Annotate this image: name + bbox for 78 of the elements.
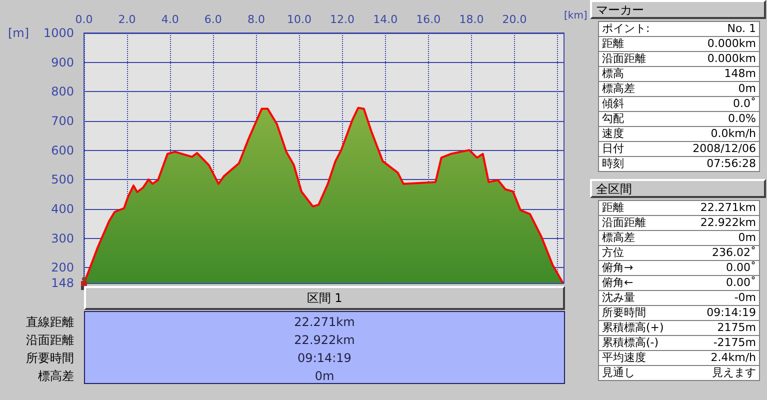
y-tick-label: 800 xyxy=(51,84,74,99)
text: 0.00˚ xyxy=(726,276,756,290)
text: 直線距離 xyxy=(26,314,74,330)
text: 速度 xyxy=(602,127,624,141)
text: 標高差 xyxy=(38,368,74,384)
x-tick-label: 6.0 xyxy=(204,13,222,26)
text: 2175m xyxy=(717,321,756,335)
text: 0m xyxy=(738,231,756,245)
text: 全区間 xyxy=(590,179,766,198)
text: 0m xyxy=(314,368,336,384)
x-tick-label: 8.0 xyxy=(247,13,265,26)
text: 見通し xyxy=(602,366,635,380)
y-tick-label: 200 xyxy=(51,260,74,275)
x-tick-label: 18.0 xyxy=(459,13,484,26)
y-tick-label: 900 xyxy=(51,55,74,70)
text: 2008/12/06 xyxy=(692,142,756,156)
x-tick-label: 0.0 xyxy=(75,13,93,26)
text: 所要時間 xyxy=(602,306,646,320)
x-tick-label: 2.0 xyxy=(118,13,136,26)
x-tick-label: 12.0 xyxy=(330,13,355,26)
text: 2.4km/h xyxy=(710,351,756,365)
text: 時刻 xyxy=(602,157,624,171)
text: 累積標高(-) xyxy=(602,336,659,350)
text: 沿面距離 xyxy=(26,332,74,348)
text: 09:14:19 xyxy=(296,350,352,366)
text: 0.000km xyxy=(707,52,756,66)
x-tick-label: 20.0 xyxy=(502,13,527,26)
text: 236.02˚ xyxy=(712,246,756,260)
y-tick-label: 600 xyxy=(51,143,74,158)
text: -0m xyxy=(734,291,756,305)
text: 0.0km/h xyxy=(710,127,756,141)
text: 累積標高(+) xyxy=(602,321,664,335)
text: 見えます xyxy=(712,366,756,380)
text: 22.922km xyxy=(293,332,356,348)
text: -2175m xyxy=(713,336,756,350)
text: 平均速度 xyxy=(602,351,646,365)
text: 沿面距離 xyxy=(602,52,646,66)
text: 標高 xyxy=(602,67,624,81)
text: 148m xyxy=(724,67,756,81)
text: 22.271km xyxy=(293,314,356,330)
text: 方位 xyxy=(602,246,624,260)
text: 標高差 xyxy=(602,231,635,245)
text: 距離 xyxy=(602,37,624,51)
text: 勾配 xyxy=(602,112,624,126)
text: 0m xyxy=(738,82,756,96)
text: 俯角← xyxy=(602,276,634,290)
y-tick-label: 500 xyxy=(51,172,74,187)
text: 沿面距離 xyxy=(602,216,646,230)
x-tick-label: 4.0 xyxy=(161,13,179,26)
x-tick-label: 10.0 xyxy=(286,13,312,26)
text: 07:56:28 xyxy=(706,157,756,171)
text: 22.922km xyxy=(700,216,756,230)
text: 沈み量 xyxy=(602,291,635,305)
y-tick-label: 700 xyxy=(51,114,74,128)
text: 0.0˚ xyxy=(733,97,756,111)
text: 俯角→ xyxy=(602,261,634,275)
x-tick-label: 16.0 xyxy=(416,13,441,26)
text: 標高差 xyxy=(602,82,635,96)
y-tick-label: 148 xyxy=(51,276,74,290)
x-axis-title: [km] xyxy=(564,10,588,22)
y-tick-label: 1000 xyxy=(43,26,74,40)
x-tick-label: 14.0 xyxy=(373,13,398,26)
text: 距離 xyxy=(602,201,624,215)
text: 所要時間 xyxy=(26,350,74,366)
text: No. 1 xyxy=(727,22,756,36)
y-tick-label: 300 xyxy=(51,231,74,246)
y-axis-title: [m] xyxy=(8,26,30,40)
text: 傾斜 xyxy=(602,97,624,111)
y-tick-label: 400 xyxy=(51,202,74,216)
text: 09:14:19 xyxy=(706,306,756,320)
text: ポイント: xyxy=(602,22,650,36)
text: 0.000km xyxy=(707,37,756,51)
text: 0.0% xyxy=(728,112,756,126)
text: 日付 xyxy=(602,142,624,156)
text: マーカー xyxy=(590,0,766,19)
text: 22.271km xyxy=(700,201,756,215)
text: 0.00˚ xyxy=(726,261,756,275)
text: 区間 1 xyxy=(84,286,565,310)
